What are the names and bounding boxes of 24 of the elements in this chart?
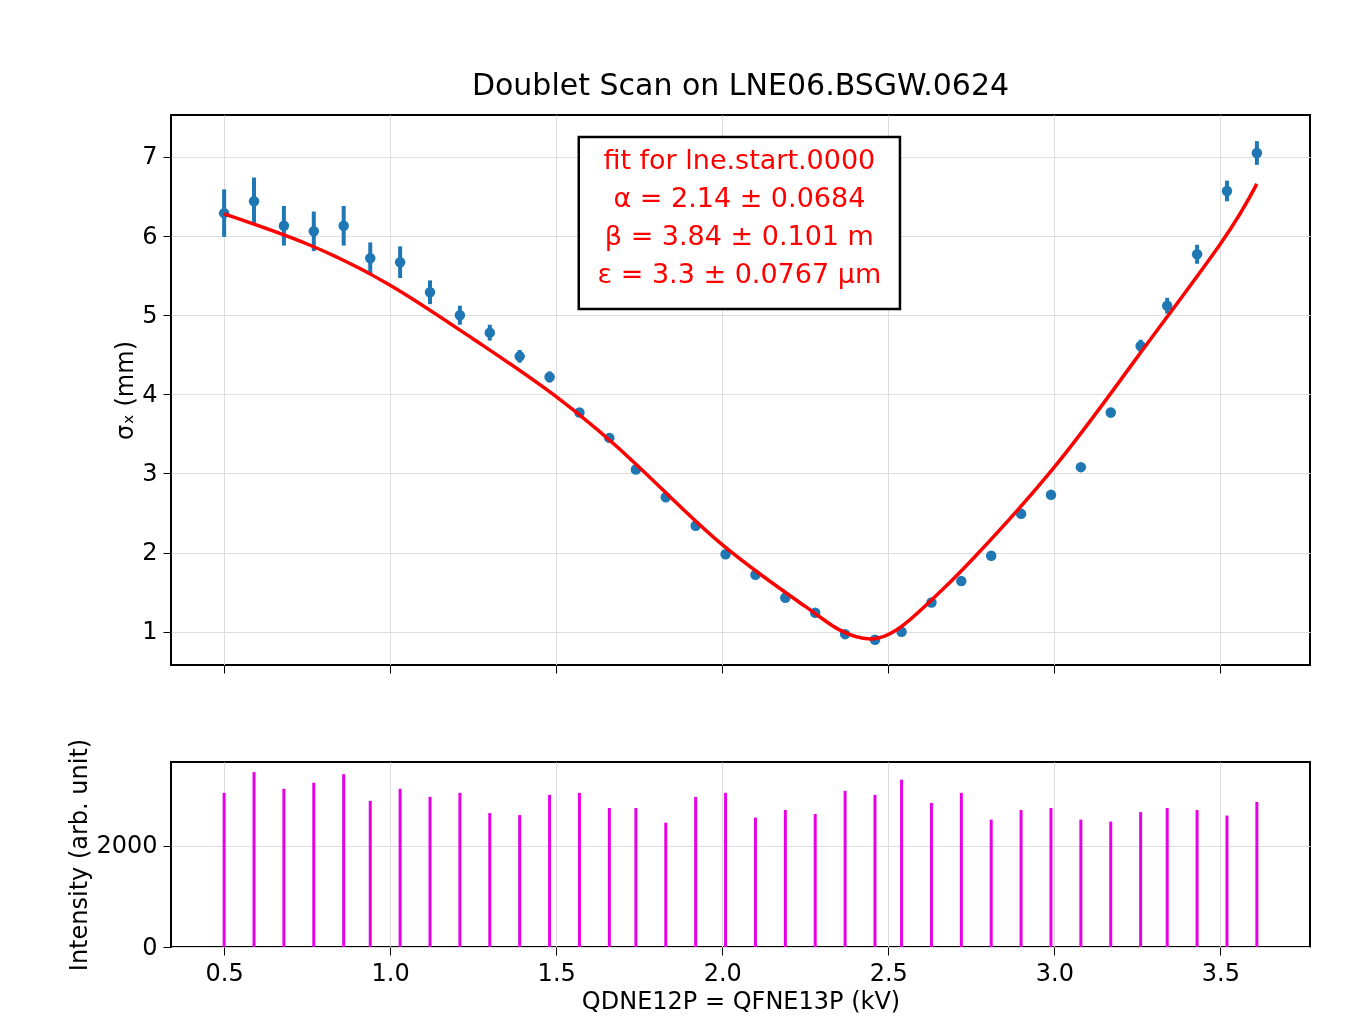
y-tick-label: 1 xyxy=(142,617,158,646)
y-tick-label: 7 xyxy=(142,142,158,171)
y-axis-title: Intensity (arb. unit) xyxy=(65,738,94,972)
y-axis-title: σₓ (mm) xyxy=(111,341,140,440)
x-tick-label: 2.0 xyxy=(703,958,742,987)
y-tick-label: 2 xyxy=(142,538,158,567)
y-tick-label: 6 xyxy=(142,221,158,250)
y-tick-label: 3 xyxy=(142,458,158,487)
chart-title: Doublet Scan on LNE06.BSGW.0624 xyxy=(471,67,1010,102)
annotation: fit for lne.start.0000 xyxy=(603,144,876,175)
y-tick-label: 4 xyxy=(142,379,158,408)
annotation: α = 2.14 ± 0.0684 xyxy=(613,182,866,213)
annotation: ε = 3.3 ± 0.0767 μm xyxy=(597,258,882,289)
x-tick-label: 1.5 xyxy=(537,958,576,987)
x-axis-title: QDNE12P = QFNE13P (kV) xyxy=(581,986,901,1015)
y-tick-label: 0 xyxy=(142,932,158,961)
x-tick-label: 2.5 xyxy=(869,958,908,987)
x-tick-label: 3.5 xyxy=(1201,958,1240,987)
annotation: β = 3.84 ± 0.101 m xyxy=(604,220,874,251)
y-tick-label: 2000 xyxy=(96,831,158,860)
x-tick-label: 1.0 xyxy=(371,958,410,987)
x-tick-label: 3.0 xyxy=(1035,958,1074,987)
x-tick-label: 0.5 xyxy=(205,958,244,987)
y-tick-label: 5 xyxy=(142,300,158,329)
